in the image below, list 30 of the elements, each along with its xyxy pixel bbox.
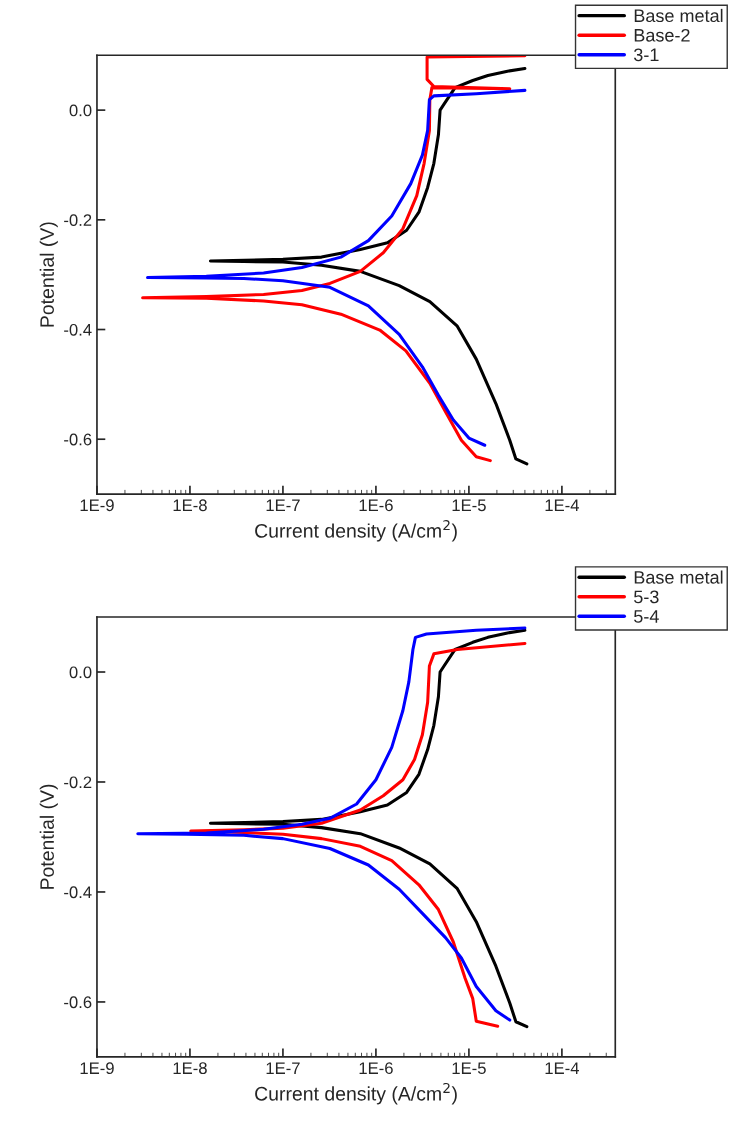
x-axis-title: Current density (A/cm$^{2}$)	[255, 1082, 457, 1105]
y-tick-label: -0.4	[64, 886, 92, 899]
x-tick-label: 1E-7	[266, 499, 300, 511]
x-tick-label: 1E-9	[80, 499, 114, 512]
legend-label: Base metal	[634, 8, 723, 23]
x-tick-label: 1E-5	[452, 499, 486, 512]
y-tick-label: -0.6	[64, 433, 92, 446]
y-axis-title: Potential (V)	[39, 222, 58, 327]
y-tick-label: -0.2	[64, 776, 92, 789]
x-tick-label: 1E-4	[545, 1062, 580, 1074]
y-tick-label: 0.0	[69, 666, 92, 679]
y-tick-label: -0.6	[64, 996, 92, 1009]
legend-label: Base metal	[634, 570, 723, 584]
x-tick-label: 1E-6	[359, 499, 393, 512]
legend-label: 5-3	[634, 590, 659, 604]
legend-label: 5-4	[634, 610, 659, 623]
x-tick-label: 1E-5	[452, 1062, 486, 1075]
x-tick-label: 1E-4	[545, 499, 580, 511]
y-tick-label: -0.2	[64, 214, 92, 227]
x-tick-label: 1E-9	[80, 1062, 114, 1075]
y-tick-label: 0.0	[69, 104, 92, 117]
legend-label: 3-1	[633, 48, 659, 62]
x-tick-label: 1E-7	[266, 1062, 300, 1074]
y-tick-label: -0.4	[64, 323, 92, 336]
x-tick-label: 1E-6	[359, 1062, 393, 1075]
x-tick-label: 1E-8	[173, 499, 207, 512]
y-axis-title: Potential (V)	[39, 784, 58, 889]
legend-label: Base-2	[634, 28, 690, 42]
x-tick-label: 1E-8	[173, 1062, 207, 1075]
x-axis-title: Current density (A/cm$^{2}$)	[255, 520, 457, 542]
